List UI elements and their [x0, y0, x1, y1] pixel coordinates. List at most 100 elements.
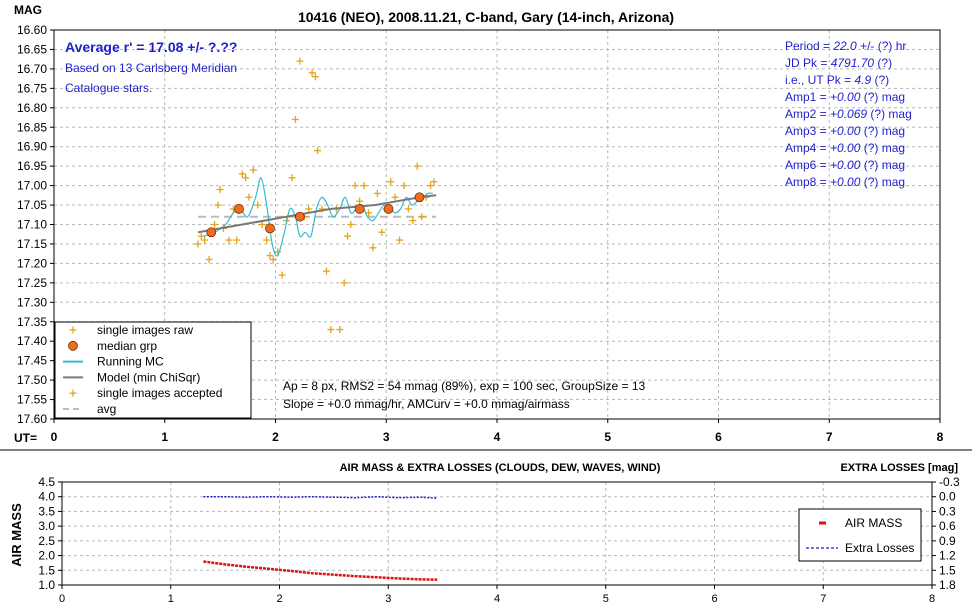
- period-parameters: Period = 22.0 +/- (?) hr JD Pk = 4791.70 …: [785, 39, 912, 189]
- main-y-tick-label: 17.45: [17, 354, 47, 368]
- airmass-x-tick-label: 3: [385, 593, 391, 605]
- legend-item: single images accepted: [69, 386, 222, 400]
- raw-point: [214, 201, 222, 209]
- raw-point: [249, 166, 257, 174]
- main-y-tick-label: 17.60: [17, 412, 47, 426]
- raw-point: [288, 174, 296, 182]
- airmass-line: [203, 560, 438, 581]
- main-x-tick-label: 8: [937, 430, 944, 444]
- legend-item: Model (min ChiSqr): [63, 370, 200, 384]
- airmass-legend: AIR MASS Extra Losses: [798, 508, 922, 562]
- raw-point: [211, 221, 219, 228]
- info-line1: Ap = 8 px, RMS2 = 54 mmag (89%), exp = 1…: [283, 379, 646, 393]
- airmass-x-tick-label: 0: [59, 593, 65, 605]
- main-legend: single images raw median grp Running MCMod…: [54, 321, 252, 419]
- extra-losses-tick-label: 0.3: [939, 504, 956, 518]
- raw-point: [291, 115, 299, 123]
- airmass-y-tick-label: 2.5: [38, 534, 55, 548]
- extra-losses-y-ticks: -0.30.00.30.60.91.21.51.8: [932, 475, 960, 592]
- raw-point: [327, 326, 335, 334]
- main-y-tick-label: 17.05: [17, 198, 47, 212]
- main-y-ticks: 16.60 16.65 16.70 16.75 16.80 16.85 16.90 16.95…: [17, 23, 54, 426]
- extra-losses-tick-label: 1.2: [939, 549, 956, 563]
- airmass-x-tick-label: 8: [929, 593, 935, 605]
- main-legend-box: [54, 321, 252, 419]
- legend-marker-plus: [69, 389, 77, 397]
- average-annotation: Average r' = 17.08 +/- ?.??: [65, 39, 237, 55]
- main-x-tick-label: 1: [161, 430, 168, 444]
- raw-point: [258, 221, 266, 228]
- main-y-tick-label: 16.80: [17, 101, 47, 115]
- raw-point: [278, 271, 286, 279]
- raw-point: [430, 178, 438, 186]
- info-line2: Slope = +0.0 mmag/hr, AMCurv = +0.0 mmag…: [283, 397, 570, 411]
- param-line: Period = 22.0 +/- (?) hr: [785, 39, 906, 53]
- raw-point: [400, 182, 408, 190]
- extra-losses-tick-label: -0.3: [939, 475, 960, 489]
- legend-label: avg: [97, 402, 116, 416]
- raw-point: [269, 256, 277, 264]
- main-y-tick-label: 16.60: [17, 23, 47, 37]
- raw-point: [413, 162, 421, 170]
- param-line: Amp2 = +0.069 (?) mag: [785, 107, 912, 121]
- raw-point: [233, 236, 241, 244]
- airmass-x-tick-label: 6: [711, 593, 717, 605]
- raw-point: [340, 279, 348, 287]
- raw-point: [322, 267, 330, 275]
- median-point: [265, 223, 275, 234]
- airmass-x-ticks: 0 1 2 3 4 5 6 7 8: [59, 585, 935, 605]
- extra-losses-label: EXTRA LOSSES [mag]: [840, 462, 958, 474]
- main-y-tick-label: 16.75: [17, 81, 47, 95]
- raw-point: [274, 248, 282, 256]
- raw-point: [201, 236, 209, 244]
- main-y-tick-label: 16.85: [17, 120, 47, 134]
- median-point: [234, 204, 244, 214]
- legend-label: single images raw: [97, 323, 193, 337]
- main-x-tick-label: 3: [383, 430, 390, 444]
- extra-losses-line: [203, 495, 438, 499]
- legend-marker-circle: [68, 340, 78, 351]
- airmass-x-tick-label: 2: [276, 593, 282, 605]
- raw-point: [427, 182, 435, 190]
- param-line: Amp8 = +0.00 (?) mag: [785, 175, 905, 189]
- raw-point: [347, 221, 355, 228]
- airmass-x-tick-label: 5: [603, 593, 609, 605]
- raw-point: [266, 252, 274, 260]
- main-y-tick-label: 17.30: [17, 295, 47, 309]
- main-y-tick-label: 16.95: [17, 159, 47, 173]
- airmass-legend-label: Extra Losses: [845, 541, 914, 555]
- main-x-ticks: 0 1 2 3 4 5 6 7 8: [51, 419, 944, 444]
- raw-point: [194, 240, 202, 248]
- median-point: [414, 192, 425, 203]
- based-on-line1: Based on 13 Carlsberg Meridian: [65, 61, 237, 75]
- airmass-x-tick-label: 1: [168, 593, 174, 605]
- legend-label: single images accepted: [97, 386, 222, 400]
- airmass-legend-box: [798, 508, 922, 562]
- extra-losses-tick-label: 1.5: [939, 563, 956, 577]
- median-point: [383, 204, 394, 214]
- raw-point: [308, 69, 316, 77]
- y-axis-label: MAG: [14, 3, 42, 17]
- airmass-y-ticks: 1.01.52.02.53.03.54.04.5: [38, 475, 62, 592]
- based-on-line2: Catalogue stars.: [65, 81, 152, 95]
- raw-point: [396, 236, 404, 244]
- raw-point: [351, 182, 359, 190]
- model-line: [197, 194, 437, 234]
- main-x-tick-label: 6: [715, 430, 722, 444]
- airmass-legend-item: Extra Losses: [806, 541, 914, 555]
- main-y-tick-label: 16.70: [17, 62, 47, 76]
- airmass-series: [203, 495, 438, 581]
- param-line: Amp6 = +0.00 (?) mag: [785, 158, 905, 172]
- extra-losses-tick-label: 0.0: [939, 490, 956, 504]
- airmass-x-tick-label: 4: [494, 593, 500, 605]
- param-line: i.e., UT Pk = 4.9 (?): [785, 73, 889, 87]
- main-y-tick-label: 17.15: [17, 237, 47, 251]
- legend-item: median grp: [68, 339, 157, 353]
- x-axis-label: UT=: [14, 431, 37, 445]
- raw-point: [387, 178, 395, 186]
- main-x-tick-label: 4: [494, 430, 501, 444]
- raw-point: [378, 228, 386, 236]
- main-y-tick-label: 17.50: [17, 373, 47, 387]
